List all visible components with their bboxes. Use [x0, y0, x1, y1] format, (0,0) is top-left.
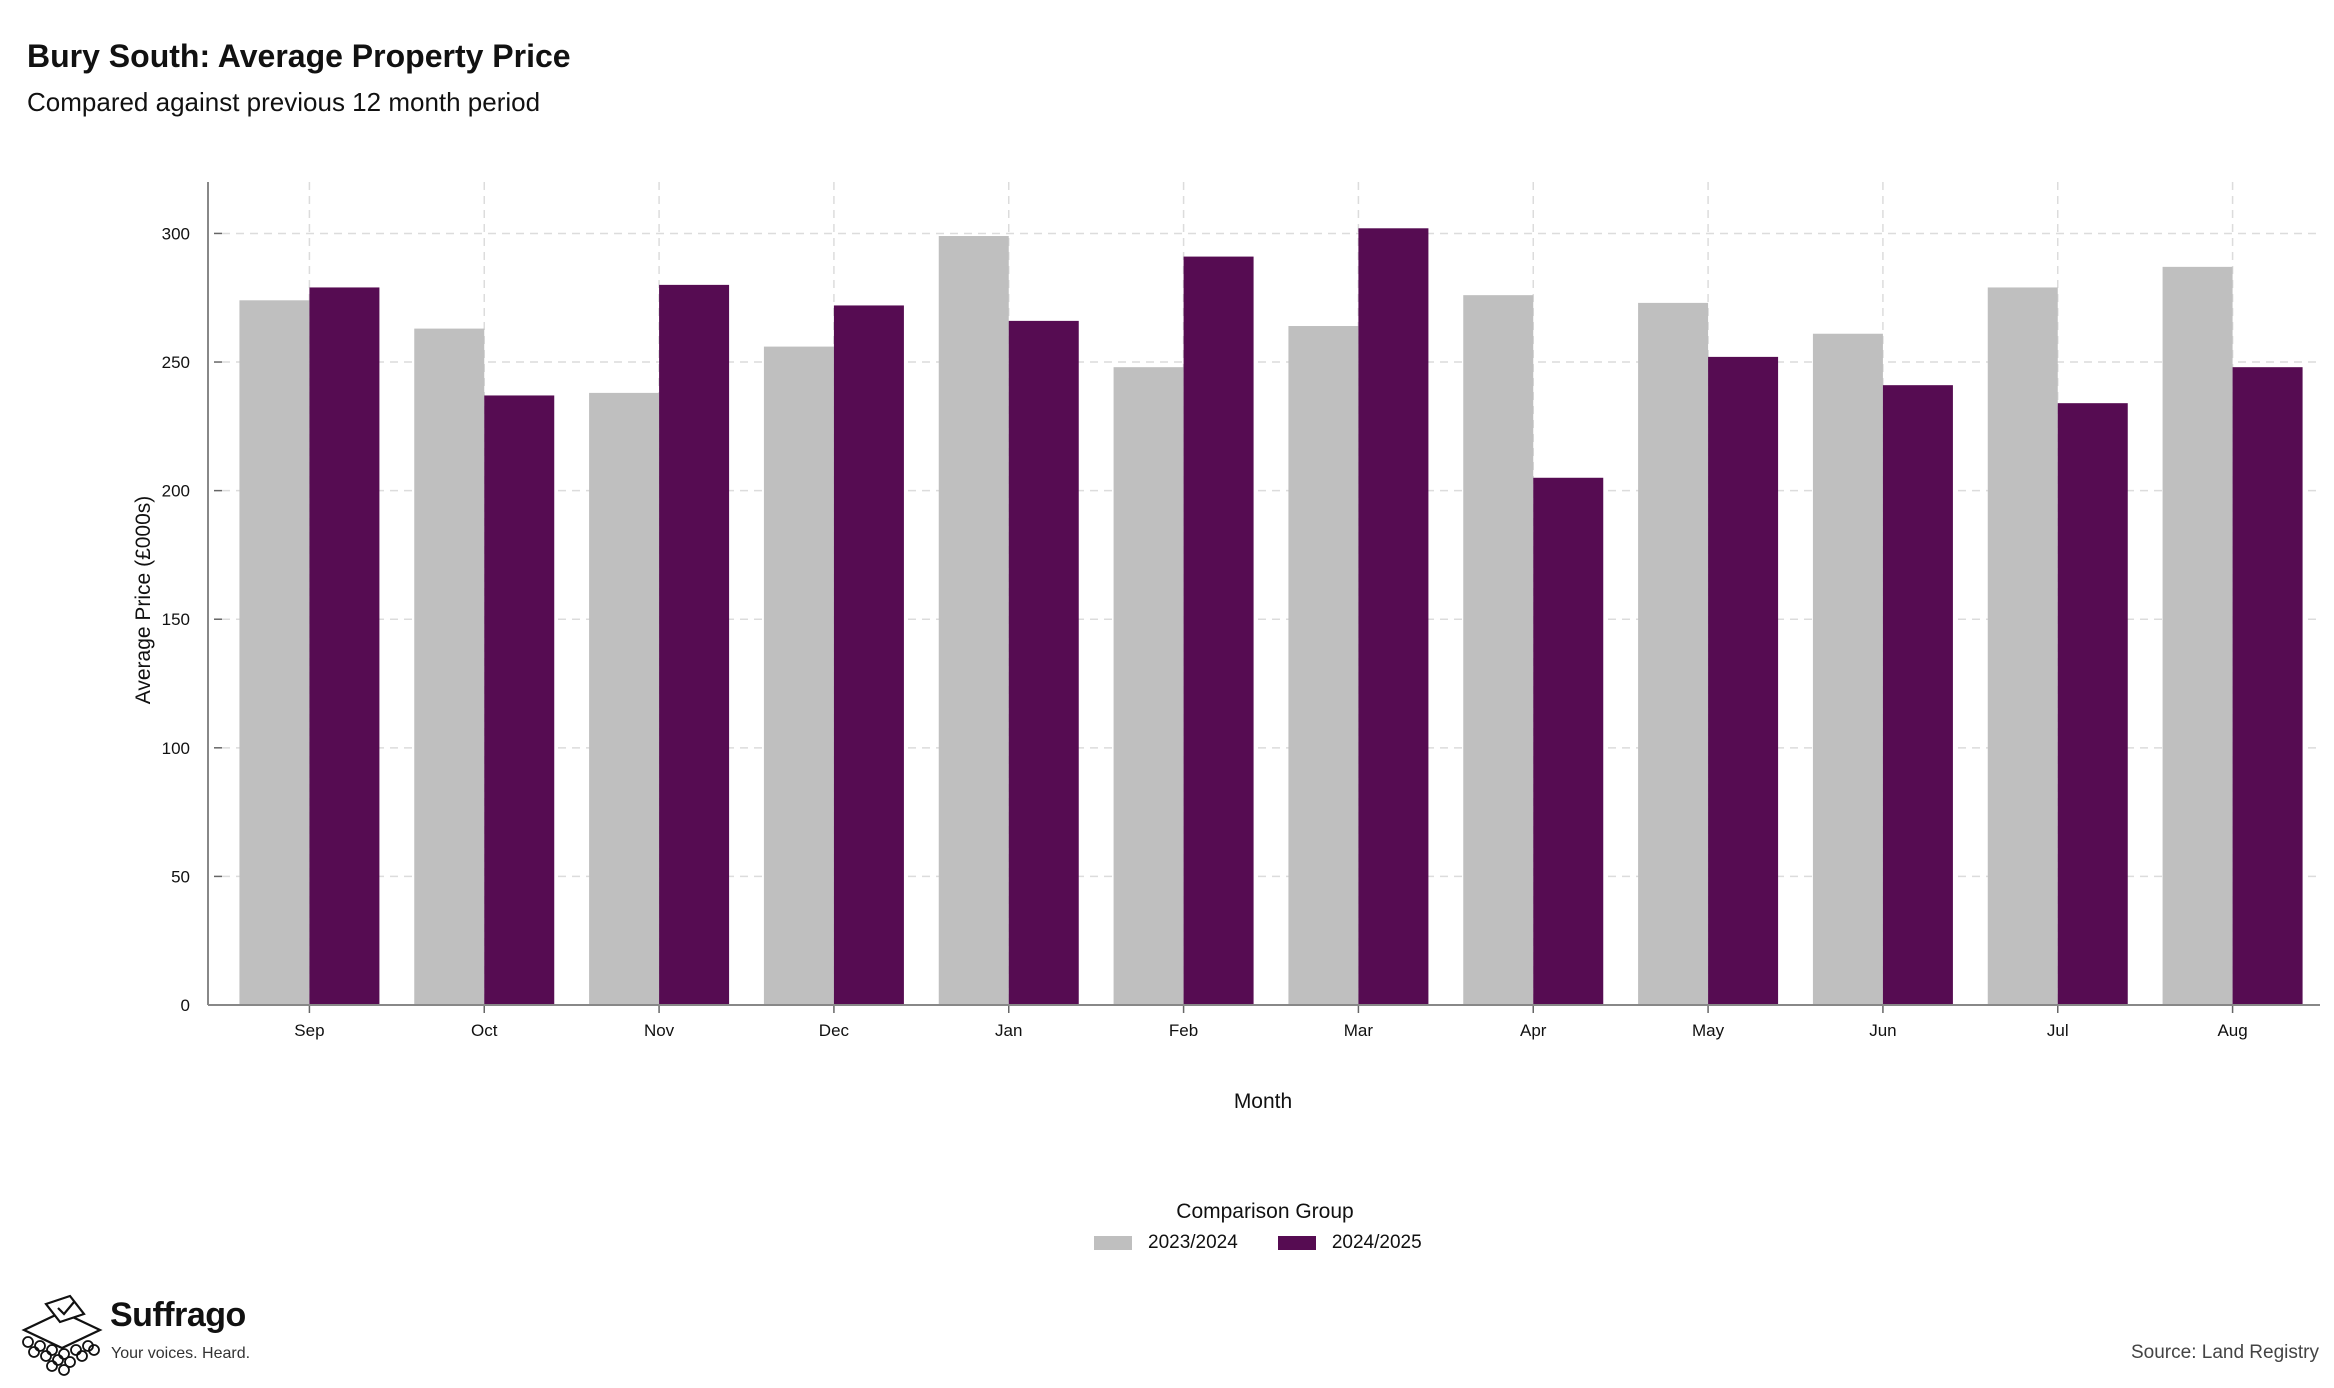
bar-jul-2024-2025	[2057, 403, 2128, 1005]
bar-jun-2024-2025	[1882, 385, 1953, 1006]
brand-tagline: Your voices. Heard.	[111, 1345, 251, 1362]
y-tick-label: 50	[171, 867, 190, 886]
bar-oct-2023-2024	[414, 328, 485, 1005]
bars	[239, 228, 2303, 1006]
legend-label: 2023/2024	[1148, 1232, 1238, 1253]
bar-sep-2024-2025	[309, 287, 380, 1005]
x-tick-label: Dec	[819, 1021, 850, 1040]
x-tick-label: Feb	[1169, 1021, 1198, 1040]
bar-jul-2023-2024	[1987, 287, 2058, 1005]
bar-apr-2024-2025	[1533, 477, 1604, 1005]
x-tick-label: Jun	[1869, 1021, 1896, 1040]
source-note: Source: Land Registry	[2131, 1342, 2319, 1363]
y-tick-label: 100	[162, 739, 190, 758]
ballot-box-icon	[21, 1294, 103, 1376]
bar-mar-2023-2024	[1288, 326, 1359, 1005]
y-tick-label: 0	[181, 996, 190, 1015]
legend-item-2023-2024: 2023/2024	[1094, 1232, 1238, 1254]
bar-dec-2024-2025	[833, 305, 904, 1005]
chart-title: Bury South: Average Property Price	[27, 38, 571, 74]
y-tick-label: 250	[162, 353, 190, 372]
x-tick-label: Apr	[1520, 1021, 1547, 1040]
y-tick-label: 300	[162, 224, 190, 243]
bar-nov-2024-2025	[659, 284, 730, 1005]
bar-apr-2023-2024	[1463, 295, 1534, 1006]
x-tick-label: Jul	[2047, 1021, 2069, 1040]
bar-feb-2024-2025	[1183, 256, 1254, 1006]
y-tick-label: 150	[162, 610, 190, 629]
bar-nov-2023-2024	[589, 392, 660, 1005]
bar-jun-2023-2024	[1812, 333, 1883, 1006]
y-axis-title: Average Price (£000s)	[132, 496, 155, 705]
brand-name: Suffrago	[110, 1296, 246, 1334]
bar-mar-2024-2025	[1358, 228, 1429, 1005]
legend-swatch	[1277, 1236, 1316, 1250]
x-axis-title: Month	[1234, 1090, 1292, 1113]
bar-dec-2023-2024	[763, 346, 834, 1006]
bar-aug-2023-2024	[2162, 266, 2233, 1005]
legend-label: 2024/2025	[1331, 1232, 1422, 1253]
y-tick-label: 200	[162, 482, 190, 501]
legend-item-2024-2025: 2024/2025	[1277, 1232, 1422, 1254]
bar-may-2024-2025	[1708, 356, 1779, 1005]
x-tick-label: Aug	[2217, 1021, 2247, 1040]
bar-feb-2023-2024	[1113, 367, 1184, 1005]
bar-may-2023-2024	[1638, 302, 1709, 1005]
x-tick-label: Nov	[644, 1021, 675, 1040]
x-tick-label: Oct	[471, 1021, 498, 1040]
bar-jan-2024-2025	[1008, 320, 1079, 1006]
bar-sep-2023-2024	[239, 300, 310, 1005]
bar-aug-2024-2025	[2232, 367, 2303, 1005]
bar-jan-2023-2024	[938, 236, 1009, 1005]
x-tick-label: Jan	[995, 1021, 1022, 1040]
legend-swatch	[1094, 1236, 1132, 1250]
x-tick-label: Sep	[294, 1021, 324, 1040]
axes	[207, 182, 2320, 1013]
legend-title: Comparison Group	[1176, 1200, 1354, 1223]
tick-labels: 0 50 100 150 200 250 300 Sep Oct Nov Dec Jan Feb Mar A…	[162, 224, 2248, 1040]
bar-chart: 0 50 100 150 200 250 300 Sep Oct Nov Dec Jan Feb Mar A…	[132, 182, 2320, 1113]
chart-subtitle: Compared against previous 12 month perio…	[27, 87, 541, 117]
x-tick-label: May	[1692, 1021, 1725, 1040]
legend: 2023/2024 2024/2025	[1094, 1232, 1462, 1254]
bar-oct-2024-2025	[484, 395, 555, 1005]
x-tick-label: Mar	[1344, 1021, 1374, 1040]
